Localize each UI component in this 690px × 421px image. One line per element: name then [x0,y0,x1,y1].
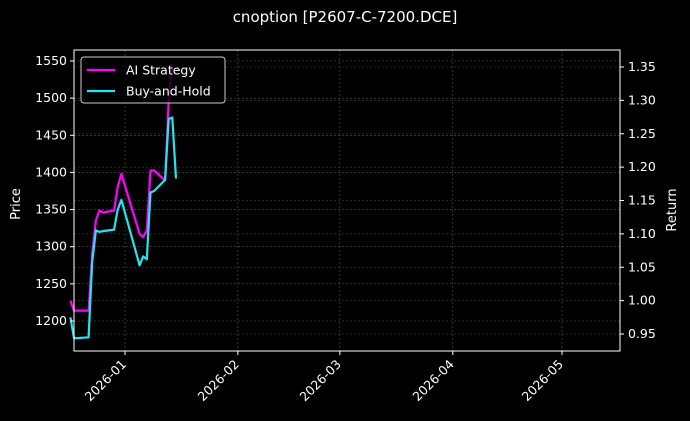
svg-text:2026-01: 2026-01 [82,357,130,405]
svg-text:1350: 1350 [35,202,67,217]
svg-text:1300: 1300 [35,239,67,254]
svg-text:1.30: 1.30 [628,92,656,107]
svg-text:2026-02: 2026-02 [194,357,242,405]
svg-text:Buy-and-Hold: Buy-and-Hold [126,84,211,99]
svg-text:1.00: 1.00 [628,293,656,308]
y-axis-right: 0.95 1.00 1.05 1.10 1.15 1.20 1.25 1.30 1.35 [620,59,656,341]
series-line-ai-strategy [69,63,174,312]
svg-text:1200: 1200 [35,313,67,328]
y-axis-left: 1200 1250 1300 1350 1400 1450 1500 1550 [35,53,74,328]
legend-item: Buy-and-Hold [87,84,211,99]
svg-text:1.35: 1.35 [628,59,656,74]
legend-item: AI Strategy [87,63,196,78]
svg-text:1450: 1450 [35,127,67,142]
chart-title: cnoption [P2607-C-7200.DCE] [232,8,458,26]
svg-text:2026-03: 2026-03 [296,357,344,405]
x-axis: 2026-01 2026-02 2026-03 2026-04 2026-05 [82,351,567,405]
svg-text:1550: 1550 [35,53,67,68]
svg-text:1.20: 1.20 [628,159,656,174]
svg-text:1.15: 1.15 [628,193,656,208]
series-line-buy-and-hold [69,116,178,340]
legend: AI Strategy Buy-and-Hold [80,56,226,104]
grid-lines [74,50,620,351]
svg-text:1.10: 1.10 [628,226,656,241]
svg-text:2026-04: 2026-04 [409,356,457,404]
y-axis-label-right: Return [665,188,680,231]
svg-text:2026-05: 2026-05 [519,357,567,405]
svg-text:0.95: 0.95 [628,326,656,341]
data-lines [69,63,178,340]
y-axis-label-left: Price [9,188,24,220]
svg-text:1500: 1500 [35,90,67,105]
svg-text:1400: 1400 [35,164,67,179]
svg-text:1250: 1250 [35,276,67,291]
svg-text:1.25: 1.25 [628,126,656,141]
svg-text:1.05: 1.05 [628,259,656,274]
svg-text:AI Strategy: AI Strategy [126,63,196,78]
